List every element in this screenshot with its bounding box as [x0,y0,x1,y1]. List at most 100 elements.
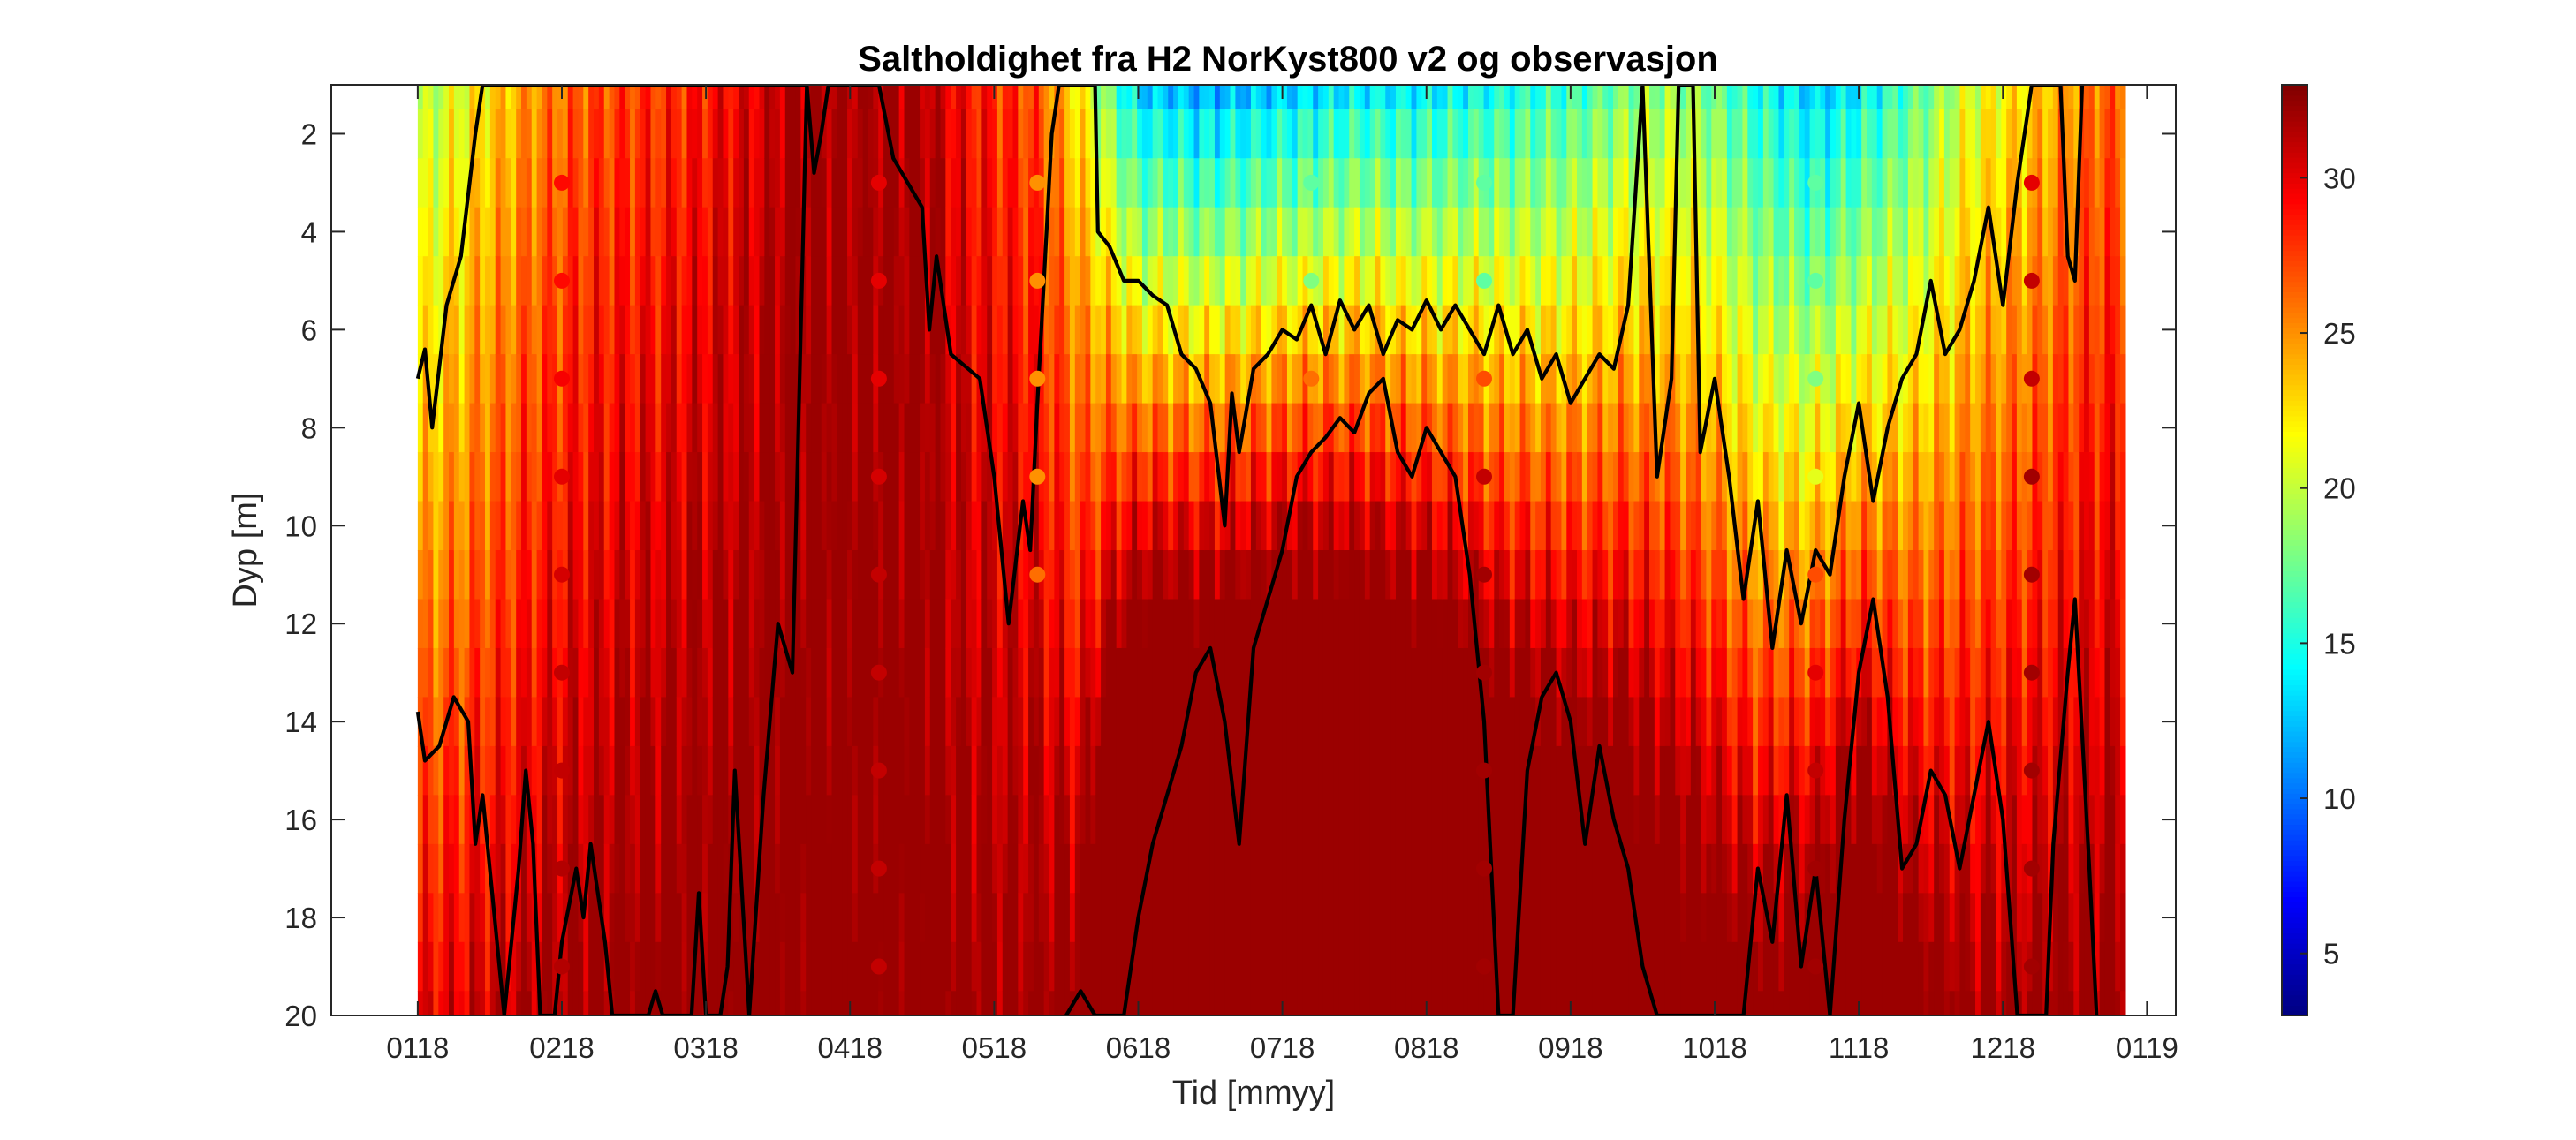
heatmap-cell [1018,745,1024,796]
heatmap-cell [1467,452,1474,502]
heatmap-cell [1126,158,1133,208]
heatmap-cell [692,207,698,257]
heatmap-cell [692,354,698,404]
heatmap-cell [1292,599,1299,649]
heatmap-cell [1644,256,1650,306]
heatmap-cell [1204,991,1210,1015]
heatmap-cell [1007,452,1014,502]
heatmap-cell [1675,941,1681,992]
heatmap-cell [976,599,982,649]
heatmap-cell [1400,501,1407,551]
heatmap-cell [1188,991,1195,1015]
heatmap-cell [759,893,765,943]
heatmap-cell [1064,501,1071,551]
heatmap-cell [1400,207,1407,257]
heatmap-cell [692,403,698,453]
heatmap-cell [531,941,538,992]
heatmap-cell [1271,697,1277,747]
heatmap-cell [598,745,605,796]
heatmap-cell [790,403,797,453]
heatmap-cell [1395,550,1402,600]
heatmap-cell [1659,647,1666,698]
heatmap-cell [1364,207,1371,257]
heatmap-cell [987,403,993,453]
heatmap-cell [1686,697,1692,747]
heatmap-cell [598,941,605,992]
heatmap-cell [1302,85,1308,110]
heatmap-cell [603,599,610,649]
heatmap-cell [500,843,507,894]
heatmap-cell [1204,207,1210,257]
heatmap-cell [469,403,475,453]
heatmap-cell [966,85,973,110]
heatmap-cell [1375,109,1381,159]
heatmap-cell [1618,647,1625,698]
heatmap-cell [945,599,951,649]
heatmap-cell [1458,795,1464,845]
heatmap-cell [779,697,786,747]
heatmap-cell [1126,991,1133,1015]
heatmap-cell [987,85,993,110]
heatmap-cell [1458,647,1464,698]
heatmap-cell [1049,795,1055,845]
heatmap-cell [1054,305,1060,355]
heatmap-cell [1442,109,1449,159]
heatmap-cell [966,452,973,502]
heatmap-cell [1556,109,1563,159]
heatmap-cell [1659,256,1666,306]
heatmap-cell [1188,305,1195,355]
heatmap-cell [469,843,475,894]
heatmap-cell [1499,501,1505,551]
heatmap-cell [1246,256,1252,306]
heatmap-cell [609,795,616,845]
heatmap-cell [1101,158,1107,208]
heatmap-cell [666,795,672,845]
heatmap-cell [526,158,533,208]
heatmap-cell [811,207,817,257]
heatmap-cell [1126,354,1133,404]
heatmap-cell [909,550,915,600]
heatmap-cell [1628,843,1635,894]
heatmap-cell [1038,795,1045,845]
heatmap-cell [474,207,481,257]
heatmap-cell [1628,745,1635,796]
heatmap-cell [1328,109,1335,159]
heatmap-cell [971,109,978,159]
heatmap-cell [547,843,553,894]
heatmap-cell [1074,85,1081,110]
heatmap-cell [489,941,496,992]
heatmap-cell [1282,207,1288,257]
heatmap-cell [1695,843,1702,894]
heatmap-cell [1261,795,1268,845]
heatmap-cell [1261,697,1268,747]
heatmap-cell [862,207,869,257]
heatmap-cell [743,843,750,894]
heatmap-cell [1623,795,1630,845]
heatmap-cell [676,647,683,698]
heatmap-cell [1618,109,1625,159]
heatmap-cell [469,550,475,600]
heatmap-cell [594,893,600,943]
heatmap-cell [987,745,993,796]
heatmap-cell [1152,941,1159,992]
heatmap-cell [1132,941,1138,992]
heatmap-cell [655,305,662,355]
heatmap-cell [935,403,942,453]
heatmap-cell [852,843,859,894]
heatmap-cell [1509,354,1516,404]
heatmap-cell [811,158,817,208]
heatmap-cell [1271,647,1277,698]
heatmap-cell [1349,843,1355,894]
heatmap-cell [712,207,719,257]
heatmap-cell [769,109,776,159]
heatmap-cell [511,599,517,649]
heatmap-cell [640,991,647,1015]
heatmap-cell [1530,795,1536,845]
heatmap-cell [929,550,936,600]
heatmap-cell [1028,795,1034,845]
heatmap-cell [1282,991,1288,1015]
heatmap-cell [1235,893,1241,943]
heatmap-cell [1369,403,1376,453]
heatmap-cell [1483,893,1490,943]
heatmap-cell [1173,403,1179,453]
